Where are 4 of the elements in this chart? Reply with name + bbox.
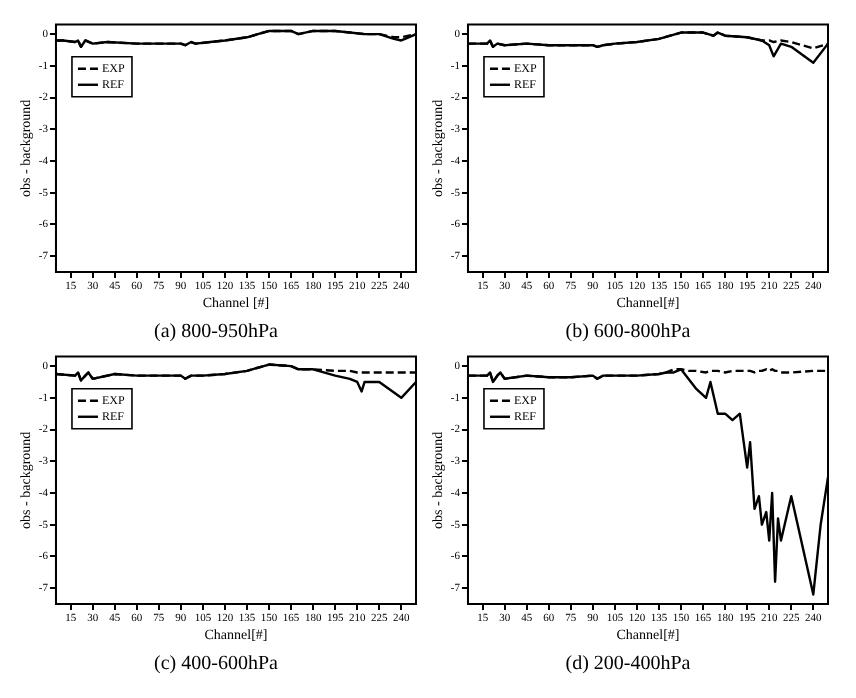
text: (c) 400-600hPa [154,653,280,676]
text: (b) 600-800hPa [565,321,692,344]
text: (a) 800-950hPa [154,321,280,344]
text: (d) 200-400hPa [565,653,692,676]
